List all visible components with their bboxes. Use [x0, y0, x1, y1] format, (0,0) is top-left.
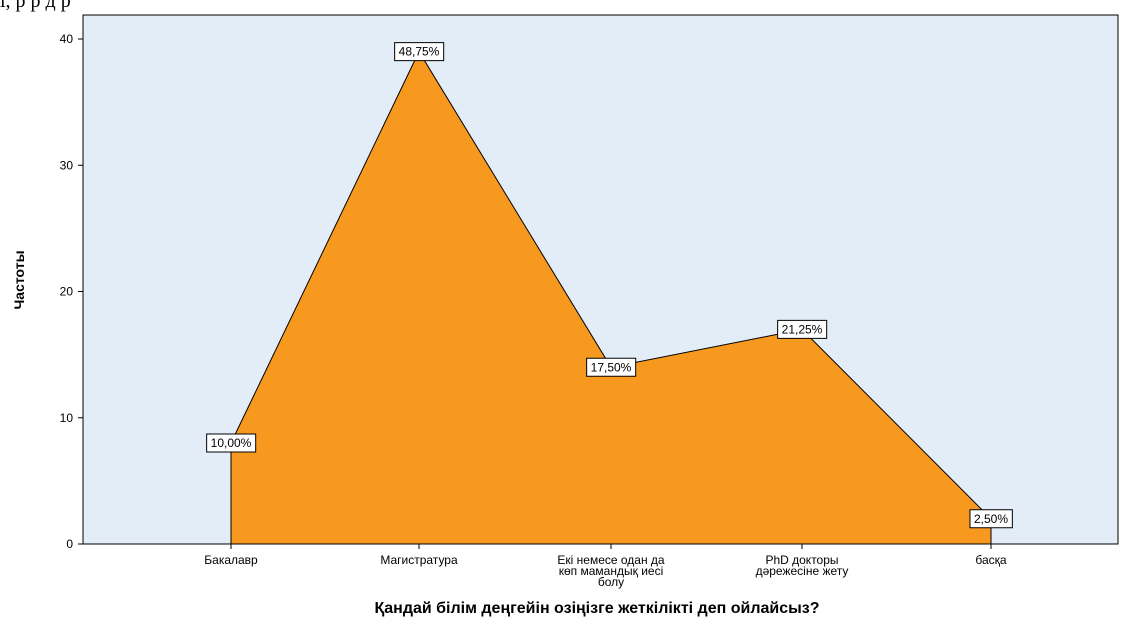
data-label: 17,50% — [586, 357, 637, 377]
x-category-label: PhD докторы дәрежесіне жету — [756, 553, 849, 578]
data-label-box — [586, 357, 637, 377]
data-label-box — [969, 509, 1013, 529]
x-category-label: Магистратура — [380, 553, 458, 567]
data-label-box — [777, 319, 828, 339]
area-series — [230, 50, 992, 545]
data-label: 21,25% — [777, 319, 828, 339]
data-label-text: 10,00% — [211, 436, 252, 450]
y-tick-label: 20 — [60, 285, 74, 299]
x-axis-title: Қандай білім деңгейін озіңізге жеткілікт… — [375, 600, 820, 617]
x-category-label: Бакалавр — [204, 553, 258, 567]
header-text-fragment: і, р р д р — [0, 0, 71, 12]
x-category-label: басқа — [975, 553, 1007, 567]
x-category-label: Екі немесе одан да көп мамандық иесі болу — [557, 553, 665, 589]
data-label-text: 17,50% — [591, 360, 632, 374]
data-label: 10,00% — [206, 433, 257, 453]
data-label-text: 21,25% — [782, 322, 823, 336]
data-label: 2,50% — [969, 509, 1013, 529]
y-tick-label: 40 — [60, 32, 74, 46]
data-label-box — [394, 42, 445, 62]
y-tick-label: 30 — [60, 158, 74, 172]
y-tick-label: 10 — [60, 411, 74, 425]
y-axis-title: Частоты — [11, 250, 27, 309]
data-label-box — [206, 433, 257, 453]
data-label-text: 48,75% — [399, 45, 440, 59]
data-label-text: 2,50% — [974, 512, 1008, 526]
y-tick-label: 0 — [66, 537, 73, 551]
data-label: 48,75% — [394, 42, 445, 62]
